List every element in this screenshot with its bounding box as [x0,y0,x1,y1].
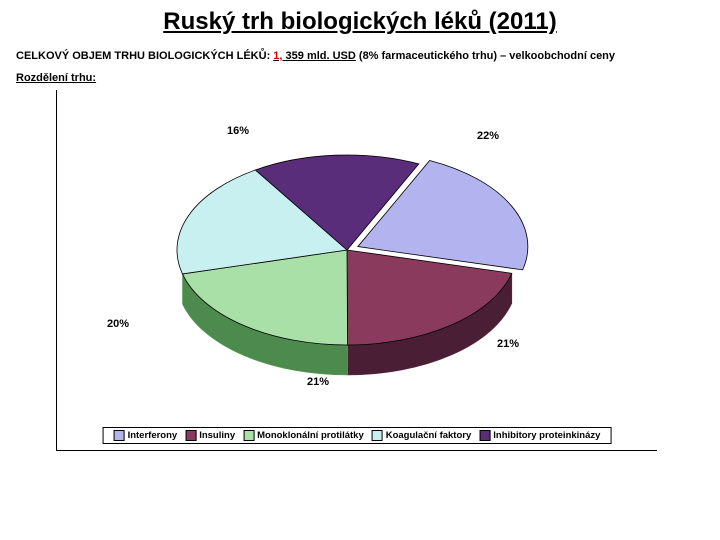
slice-label: 20% [107,318,129,330]
legend-label: Monoklonální protilátky [257,430,364,441]
legend-item: Inhibitory proteinkinázy [479,430,600,441]
legend-swatch [114,430,125,441]
legend-swatch [243,430,254,441]
legend-swatch [185,430,196,441]
slice-label: 21% [497,338,519,350]
subtitle-value-black: 359 mld. USD [282,50,355,62]
legend-item: Monoklonální protilátky [243,430,364,441]
subtitle-line: CELKOVÝ OBJEM TRHU BIOLOGICKÝCH LÉKŮ: 1,… [16,50,712,62]
subtitle-prefix: CELKOVÝ OBJEM TRHU BIOLOGICKÝCH LÉKŮ: [16,50,273,62]
slice-label: 22% [477,130,499,142]
legend-swatch [479,430,490,441]
slice-label: 21% [307,376,329,388]
subtitle-suffix: (8% farmaceutického trhu) – velkoobchodn… [356,50,615,62]
legend-label: Insuliny [199,430,235,441]
pie-chart: 22% 21% 21% 20% 16% Interferony Insuliny Monok… [56,90,657,451]
section-label: Rozdělení trhu: [16,72,712,84]
slice-label: 16% [227,125,249,137]
legend-item: Insuliny [185,430,235,441]
legend-item: Koagulační faktory [372,430,472,441]
pie-svg [57,90,657,450]
legend-label: Interferony [128,430,178,441]
legend-label: Inhibitory proteinkinázy [493,430,600,441]
legend-item: Interferony [114,430,178,441]
legend: Interferony Insuliny Monoklonální protilát… [103,427,612,444]
legend-swatch [372,430,383,441]
legend-label: Koagulační faktory [386,430,472,441]
page-title: Ruský trh biologických léků (2011) [0,8,720,36]
